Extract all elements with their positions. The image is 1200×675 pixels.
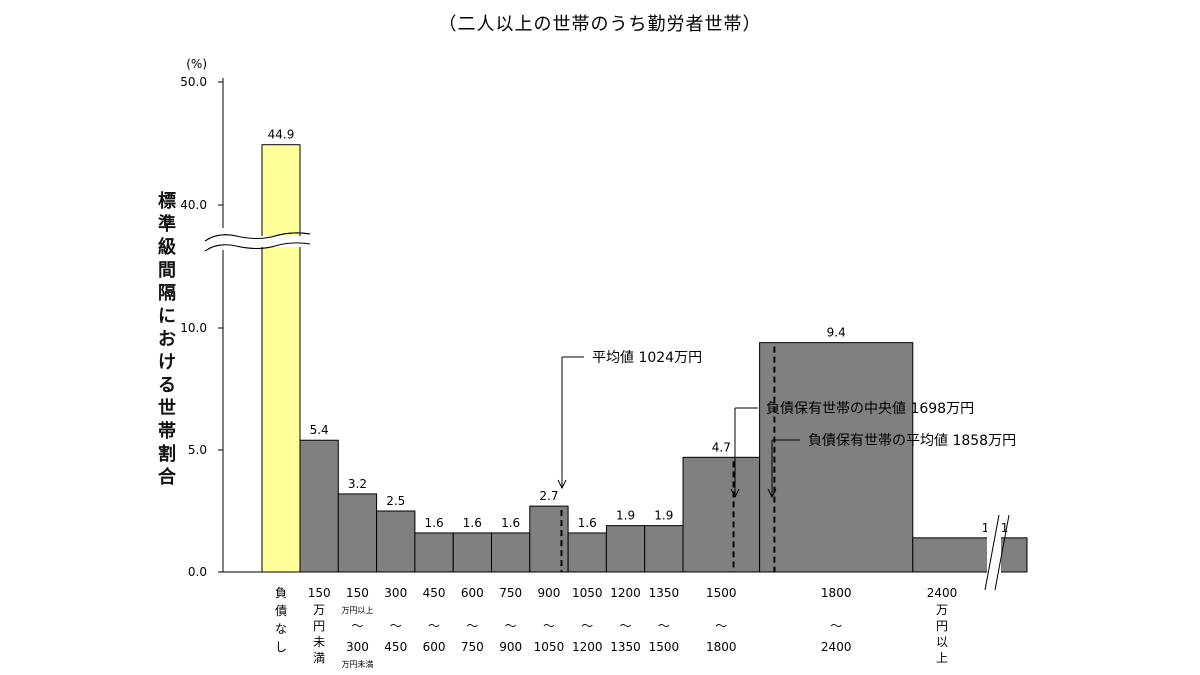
x-category-label: 負 [275, 586, 287, 600]
y-tick-label: 5.0 [188, 443, 207, 457]
bar-value-label: 2.5 [386, 494, 405, 508]
annotation-arrowhead [767, 488, 777, 499]
x-category-label: 1800 [706, 640, 737, 654]
x-category-range-mark: 〜 [543, 619, 555, 633]
x-category-range-mark: 〜 [715, 619, 727, 633]
bar [414, 532, 454, 573]
bar-value-label: 1.9 [654, 509, 673, 523]
y-unit-label: (%) [186, 57, 207, 71]
bar-value-label: 4.7 [712, 440, 731, 454]
x-category-label: 円 [936, 619, 948, 633]
x-category-range-mark: 〜 [466, 619, 478, 633]
x-category-label: 満 [313, 651, 325, 665]
x-category-label: 万 [936, 603, 948, 617]
bar [452, 532, 493, 573]
x-category-label: 以 [936, 635, 948, 649]
x-category-label: 万 [313, 603, 325, 617]
x-category-range-mark: 〜 [351, 619, 363, 633]
x-category-label: 未 [313, 635, 325, 649]
x-category-label: 450 [384, 640, 407, 654]
bar-value-label: 1.9 [616, 509, 635, 523]
bar-value-label: 2.7 [539, 489, 558, 503]
bar-value-label: 1.6 [463, 516, 482, 530]
x-category-label: 上 [936, 651, 948, 665]
x-category-label: 1200 [572, 640, 603, 654]
annotation-label: 負債保有世帯の中央値 1698万円 [766, 401, 974, 417]
x-category-sublabel: 万円未満 [341, 659, 373, 669]
bar [491, 532, 531, 573]
x-break-mark [984, 514, 1000, 591]
x-category-label: 1350 [610, 640, 641, 654]
x-category-label: 円 [313, 619, 325, 633]
bar-no-debt [261, 144, 301, 573]
y-axis-label: 標準級間隔における世帯割合 [158, 191, 176, 488]
x-category-label: 600 [461, 586, 484, 600]
x-category-label: 債 [275, 603, 287, 618]
bar [644, 525, 684, 573]
bar [376, 510, 416, 573]
bar-value-label: 1.6 [501, 516, 520, 530]
x-category-range-mark: 〜 [581, 619, 593, 633]
bar [912, 537, 1028, 573]
x-category-label: 900 [537, 586, 560, 600]
bar-value-label: 3.2 [348, 477, 367, 491]
x-category-label: な [275, 622, 287, 636]
x-category-range-mark: 〜 [620, 619, 632, 633]
bar-value-label: 1.6 [578, 516, 597, 530]
x-break-mark [994, 514, 1010, 591]
bar [337, 493, 378, 573]
x-category-label: 150 [346, 586, 369, 600]
x-category-label: 150 [308, 586, 331, 600]
x-category-range-mark: 〜 [830, 619, 842, 633]
chart-title: （二人以上の世帯のうち勤労者世帯） [439, 14, 762, 35]
x-break-gap [987, 515, 1001, 590]
annotation-label: 負債保有世帯の平均値 1858万円 [808, 433, 1016, 449]
bar [682, 456, 761, 573]
axis-break-mark [204, 232, 311, 242]
axis-break-gap [224, 236, 310, 247]
x-category-label: 450 [423, 586, 446, 600]
x-category-label: 1050 [534, 640, 565, 654]
x-category-label: 300 [346, 640, 369, 654]
x-category-label: 1050 [572, 586, 603, 600]
x-category-label: し [275, 640, 287, 654]
x-category-label: 600 [423, 640, 446, 654]
x-category-label: 300 [384, 586, 407, 600]
x-category-range-mark: 〜 [428, 619, 440, 633]
x-category-range-mark: 〜 [505, 619, 517, 633]
bar-value-label: 5.4 [310, 423, 329, 437]
annotation-arrowhead [730, 488, 740, 499]
y-tick-label: 10.0 [180, 321, 207, 335]
x-category-label: 1200 [610, 586, 641, 600]
x-category-sublabel: 万円以上 [341, 606, 373, 615]
x-category-label: 2400 [927, 586, 958, 600]
y-tick-label: 40.0 [180, 198, 207, 212]
x-category-label: 1350 [649, 586, 680, 600]
x-category-label: 1500 [706, 586, 737, 600]
bar [759, 342, 914, 573]
bar-value-label: 44.9 [268, 128, 295, 142]
x-category-label: 1500 [649, 640, 680, 654]
bar-value-label: 1.6 [425, 516, 444, 530]
x-category-label: 2400 [821, 640, 852, 654]
x-category-label: 1800 [821, 586, 852, 600]
bar [299, 439, 339, 573]
axis-break-mark [204, 242, 311, 252]
x-category-label: 750 [499, 586, 522, 600]
annotation-arrowhead [557, 479, 567, 490]
bar [605, 525, 646, 573]
y-tick-label: 0.0 [188, 565, 207, 579]
y-tick-label: 50.0 [180, 75, 207, 89]
x-category-range-mark: 〜 [658, 619, 670, 633]
annotation-label: 平均値 1024万円 [592, 350, 702, 366]
x-category-label: 750 [461, 640, 484, 654]
bar [567, 532, 607, 573]
bar-value-label: 9.4 [827, 326, 846, 340]
x-category-label: 900 [499, 640, 522, 654]
x-category-range-mark: 〜 [390, 619, 402, 633]
